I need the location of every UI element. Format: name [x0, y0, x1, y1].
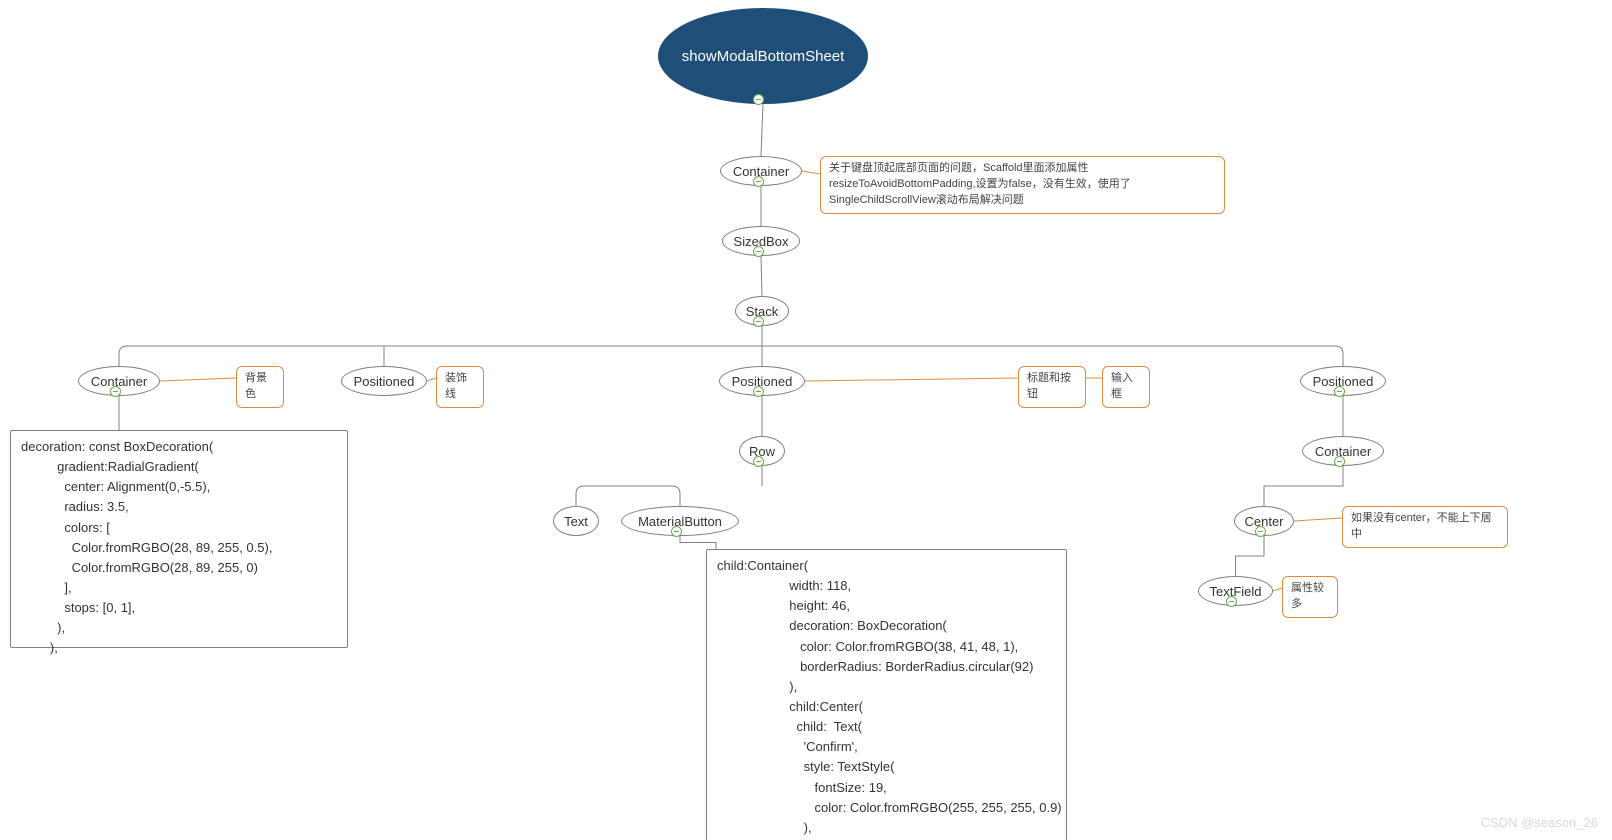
note-n_positioned1: 装饰线	[436, 366, 484, 408]
note-n_center: 如果没有center，不能上下居中	[1342, 506, 1508, 548]
collapse-toggle[interactable]	[1334, 386, 1345, 397]
node-label: Container	[1315, 444, 1371, 459]
note-n_container1: 关于键盘顶起底部页面的问题，Scaffold里面添加属性resizeToAvoi…	[820, 156, 1225, 214]
node-root[interactable]: showModalBottomSheet	[658, 8, 868, 104]
note-n_positioned2b: 输入框	[1102, 366, 1150, 408]
note-n_container2: 背景色	[236, 366, 284, 408]
node-label: Positioned	[732, 374, 793, 389]
collapse-toggle[interactable]	[753, 176, 764, 187]
node-positioned1[interactable]: Positioned	[341, 366, 427, 396]
codebox-code_button: child:Container( width: 118, height: 46,…	[706, 549, 1067, 840]
collapse-toggle[interactable]	[753, 456, 764, 467]
collapse-toggle[interactable]	[753, 246, 764, 257]
node-label: Positioned	[354, 374, 415, 389]
node-label: showModalBottomSheet	[682, 48, 845, 65]
node-label: Text	[564, 514, 588, 529]
collapse-toggle[interactable]	[753, 316, 764, 327]
watermark: CSDN @season_26	[1481, 815, 1598, 830]
collapse-toggle[interactable]	[1334, 456, 1345, 467]
node-text[interactable]: Text	[553, 506, 599, 536]
note-n_positioned2: 标题和按钮	[1018, 366, 1086, 408]
collapse-toggle[interactable]	[753, 94, 764, 105]
collapse-toggle[interactable]	[753, 386, 764, 397]
collapse-toggle[interactable]	[1255, 526, 1266, 537]
codebox-code_decoration: decoration: const BoxDecoration( gradien…	[10, 430, 348, 648]
node-label: TextField	[1209, 584, 1261, 599]
node-label: Container	[91, 374, 147, 389]
collapse-toggle[interactable]	[671, 526, 682, 537]
note-n_textfield: 属性较多	[1282, 576, 1338, 618]
collapse-toggle[interactable]	[110, 386, 121, 397]
collapse-toggle[interactable]	[1226, 596, 1237, 607]
node-label: Center	[1244, 514, 1283, 529]
node-label: Positioned	[1313, 374, 1374, 389]
